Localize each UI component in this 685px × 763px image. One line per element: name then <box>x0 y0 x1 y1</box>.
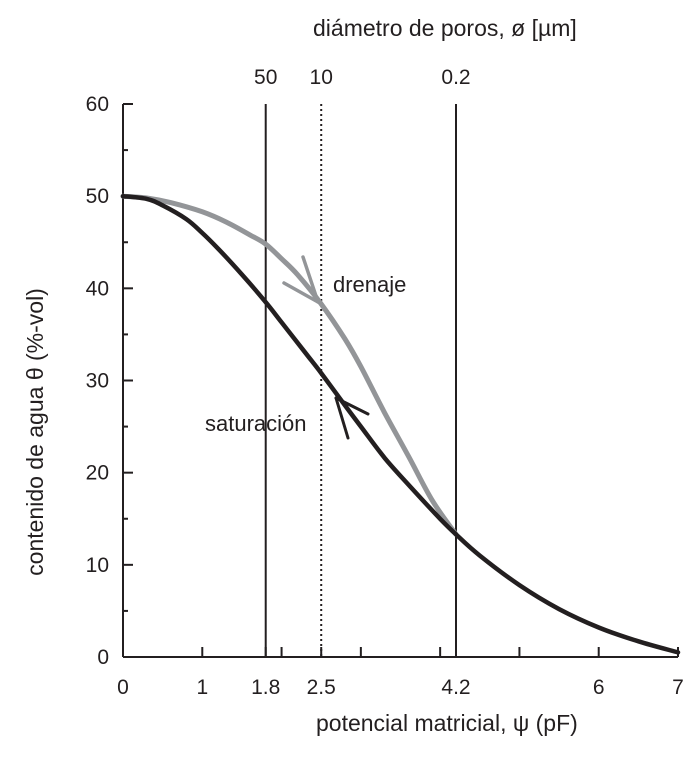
top-tick-label: 10 <box>310 66 333 89</box>
axis-ticks: 0 10 20 30 40 50 60 0 1 1.8 2.5 4.2 6 7 50 10 0.2 <box>86 66 684 699</box>
saturacion-arrow-head-lower <box>334 396 350 440</box>
y-tick-label: 30 <box>86 370 109 393</box>
y-tick-label: 0 <box>97 646 109 669</box>
y-tick-label: 20 <box>86 462 109 485</box>
drenaje-point <box>200 210 204 214</box>
drenaje-label: drenaje <box>333 272 406 297</box>
saturacion-annotation: saturación <box>205 396 370 440</box>
y-tick-label: 60 <box>86 93 109 116</box>
series-layer <box>120 193 681 655</box>
x-tick-label: 2.5 <box>307 676 336 699</box>
saturacion-point <box>161 203 165 207</box>
y-tick-label: 10 <box>86 554 109 577</box>
saturacion-point <box>454 532 458 536</box>
saturacion-point <box>557 607 561 611</box>
top-tick-label: 0.2 <box>441 66 470 89</box>
saturacion-point <box>200 231 204 235</box>
y-tick-label: 40 <box>86 277 109 300</box>
drenaje-point <box>280 257 284 261</box>
saturacion-point <box>597 626 601 630</box>
drenaje-point <box>169 201 173 205</box>
drenaje-annotation: drenaje <box>282 255 406 304</box>
saturacion-point <box>264 300 268 304</box>
x-tick-label: 1 <box>196 676 208 699</box>
x-tick-label: 0 <box>117 676 129 699</box>
saturacion-point <box>383 456 387 460</box>
saturacion-point <box>438 517 442 521</box>
drenaje-point <box>343 337 347 341</box>
saturacion-point <box>184 217 188 221</box>
saturacion-point <box>359 425 363 429</box>
saturacion-label: saturación <box>205 411 307 436</box>
x-axis-label: potencial matricial, ψ (pF) <box>316 710 578 736</box>
y-axis-label: contenido de agua θ (%-vol) <box>22 288 48 576</box>
saturacion-point <box>676 650 680 654</box>
drenaje-curve <box>120 193 459 537</box>
drenaje-point <box>319 302 323 306</box>
drenaje-point <box>430 498 434 502</box>
drenaje-arrow-head-lower <box>282 281 320 304</box>
top-tick-label: 50 <box>254 66 277 89</box>
y-tick-label: 50 <box>86 185 109 208</box>
saturacion-point <box>343 403 347 407</box>
drenaje-point <box>383 411 387 415</box>
drenaje-point <box>264 242 268 246</box>
drenaje-point <box>359 365 363 369</box>
saturacion-point <box>216 247 220 251</box>
saturacion-point <box>406 483 410 487</box>
saturacion-point <box>280 320 284 324</box>
drenaje-arrow-head-upper <box>301 255 320 304</box>
drenaje-point <box>224 220 228 224</box>
saturacion-arrow-head-upper <box>334 396 370 416</box>
saturacion-point <box>303 351 307 355</box>
top-axis-label: diámetro de poros, ø [µm] <box>313 15 577 41</box>
saturacion-point <box>121 194 125 198</box>
saturacion-point <box>478 554 482 558</box>
x-tick-label: 7 <box>672 676 684 699</box>
x-tick-label: 6 <box>593 676 605 699</box>
saturacion-point <box>240 273 244 277</box>
drenaje-point <box>248 233 252 237</box>
drenaje-point <box>406 454 410 458</box>
x-tick-label: 1.8 <box>251 676 280 699</box>
x-tick-label: 4.2 <box>441 676 470 699</box>
saturacion-point <box>145 197 149 201</box>
saturacion-point <box>517 583 521 587</box>
drenaje-point <box>295 273 299 277</box>
reference-lines <box>264 104 457 657</box>
saturacion-point <box>636 639 640 643</box>
saturacion-point <box>319 371 323 375</box>
